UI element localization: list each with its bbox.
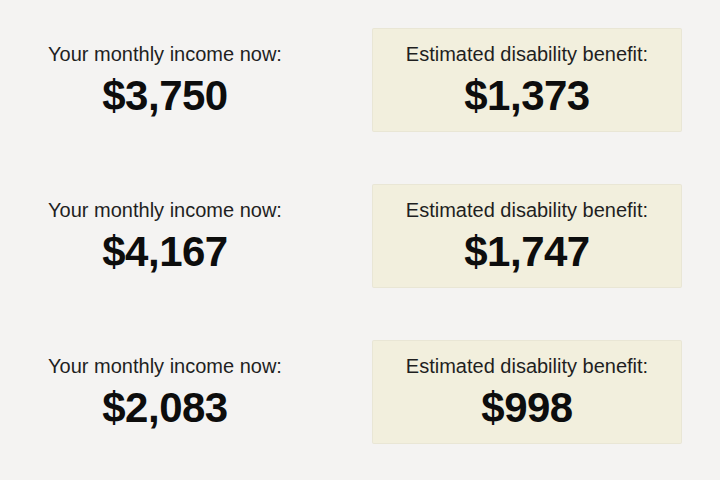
- benefit-label: Estimated disability benefit:: [406, 198, 648, 222]
- income-value: $2,083: [102, 385, 227, 431]
- benefit-label: Estimated disability benefit:: [406, 42, 648, 66]
- income-label: Your monthly income now:: [48, 354, 282, 378]
- comparison-row: Your monthly income now: $2,083 Estimate…: [0, 340, 720, 444]
- benefit-value: $1,373: [464, 73, 589, 119]
- income-value: $4,167: [102, 229, 227, 275]
- benefit-value: $1,747: [464, 229, 589, 275]
- income-panel: Your monthly income now: $3,750: [0, 28, 330, 132]
- income-value: $3,750: [102, 73, 227, 119]
- income-panel: Your monthly income now: $2,083: [0, 340, 330, 444]
- comparison-row: Your monthly income now: $3,750 Estimate…: [0, 28, 720, 132]
- income-panel: Your monthly income now: $4,167: [0, 184, 330, 288]
- comparison-row: Your monthly income now: $4,167 Estimate…: [0, 184, 720, 288]
- income-label: Your monthly income now:: [48, 198, 282, 222]
- income-label: Your monthly income now:: [48, 42, 282, 66]
- benefit-panel: Estimated disability benefit: $1,747: [372, 184, 682, 288]
- benefit-label: Estimated disability benefit:: [406, 354, 648, 378]
- income-vs-benefit-graphic: Your monthly income now: $3,750 Estimate…: [0, 0, 720, 480]
- benefit-panel: Estimated disability benefit: $998: [372, 340, 682, 444]
- benefit-value: $998: [481, 385, 572, 431]
- benefit-panel: Estimated disability benefit: $1,373: [372, 28, 682, 132]
